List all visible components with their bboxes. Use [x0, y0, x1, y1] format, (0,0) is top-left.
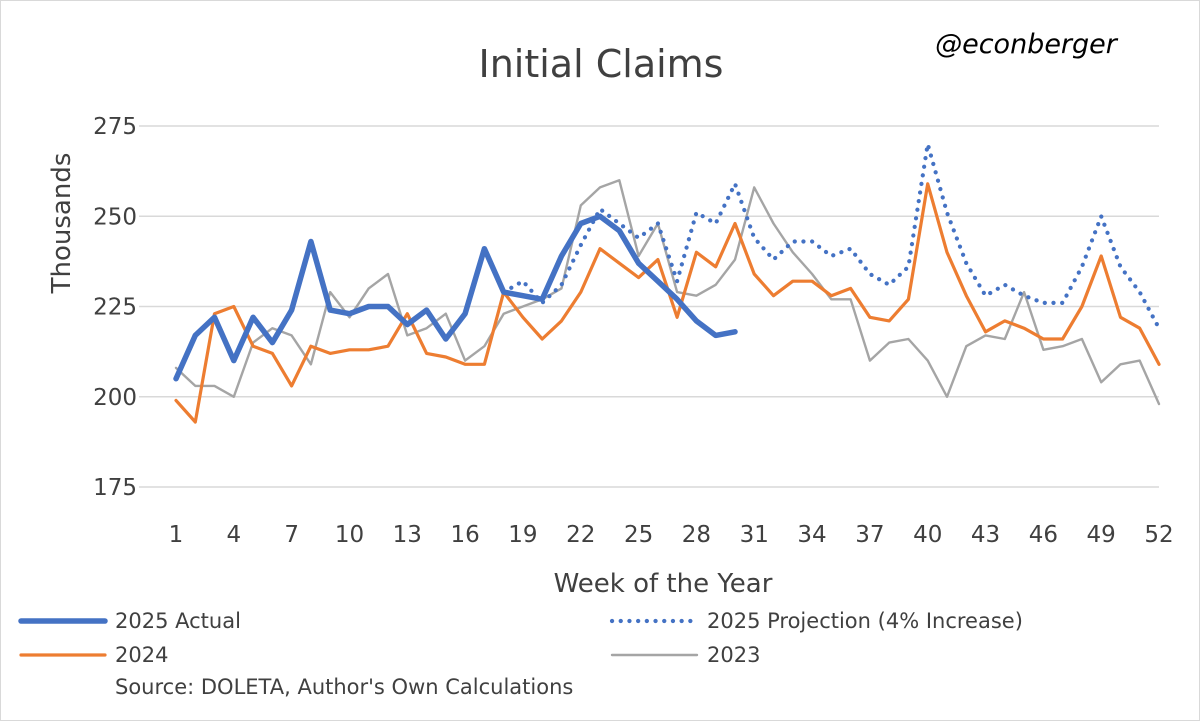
legend-label: 2024 [115, 643, 168, 667]
chart-title: Initial Claims [479, 42, 724, 86]
x-tick-label: 25 [624, 522, 653, 548]
x-axis-ticks: 1 4 7 10 13 16 19 22 25 28 31 34 37 40 43 46 49 52 [169, 522, 1174, 548]
y-axis-ticks: 175 200 225 250 275 [93, 114, 137, 501]
x-tick-label: 40 [913, 522, 942, 548]
x-tick-label: 10 [335, 522, 364, 548]
source-note: Source: DOLETA, Author's Own Calculation… [115, 675, 573, 699]
x-tick-label: 31 [740, 522, 769, 548]
series-line-1 [501, 142, 1162, 331]
x-axis-label: Week of the Year [554, 569, 773, 599]
legend-label: 2025 Projection (4% Increase) [707, 609, 1023, 633]
y-tick-label: 225 [93, 295, 137, 321]
series-line-2 [174, 182, 1161, 424]
y-axis-label: Thousands [47, 153, 77, 295]
x-tick-label: 7 [284, 522, 299, 548]
x-tick-label: 22 [566, 522, 595, 548]
x-tick-label: 52 [1144, 522, 1173, 548]
series-line-0 [173, 213, 738, 382]
x-tick-label: 1 [169, 522, 184, 548]
x-tick-label: 34 [797, 522, 826, 548]
x-tick-label: 19 [508, 522, 537, 548]
legend: 2025 Actual 2025 Projection (4% Increase)… [18, 609, 1023, 667]
x-tick-label: 43 [971, 522, 1000, 548]
x-tick-label: 49 [1087, 522, 1116, 548]
x-tick-label: 16 [450, 522, 479, 548]
series-lines [173, 142, 1162, 424]
gridlines [139, 125, 1159, 488]
x-tick-label: 4 [227, 522, 242, 548]
y-tick-label: 200 [93, 385, 137, 411]
x-tick-label: 28 [682, 522, 711, 548]
legend-label: 2025 Actual [115, 609, 241, 633]
x-tick-label: 37 [855, 522, 884, 548]
x-tick-label: 13 [393, 522, 422, 548]
y-tick-label: 275 [93, 114, 137, 140]
legend-label: 2023 [707, 643, 760, 667]
x-tick-label: 46 [1029, 522, 1058, 548]
y-tick-label: 250 [93, 204, 137, 230]
y-tick-label: 175 [93, 475, 137, 501]
author-handle: @econberger [935, 29, 1119, 60]
